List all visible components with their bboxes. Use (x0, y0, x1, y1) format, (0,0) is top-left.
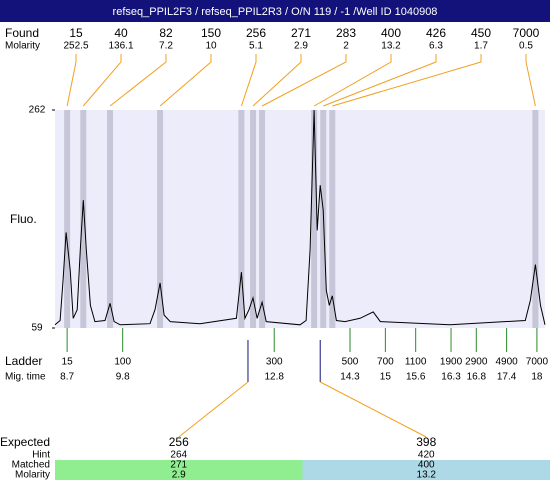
y-tick-label: 262 (29, 105, 46, 116)
found-size: 283 (336, 26, 356, 40)
found-connector (525, 54, 536, 107)
found-molarity: 0.5 (519, 41, 533, 52)
found-size: 271 (291, 26, 311, 40)
peak-band (238, 110, 245, 328)
found-molarity: 2.9 (294, 41, 308, 52)
expected-connector (319, 381, 427, 438)
plot-area (55, 110, 545, 328)
ladder-mig-time: 15 (380, 372, 392, 383)
y-tick-label: 59 (31, 323, 43, 334)
found-molarity: 5.1 (249, 41, 263, 52)
found-molarity: 7.2 (159, 41, 173, 52)
peak-band (329, 110, 336, 328)
found-size: 150 (201, 26, 221, 40)
match-band (55, 460, 303, 480)
ladder-mig-time: 12.8 (265, 372, 285, 383)
found-connector (332, 54, 482, 107)
ladder-size: 15 (62, 357, 74, 368)
fluo-label: Fluo. (10, 212, 37, 226)
mig-time-label: Mig. time (5, 372, 46, 383)
ladder-mig-time: 9.8 (116, 372, 130, 383)
peak-band (532, 110, 539, 328)
peak-band (259, 110, 266, 328)
molarity-label: Molarity (15, 470, 50, 480)
ladder-mig-time: 16.8 (467, 372, 487, 383)
expected-value: 256 (169, 435, 189, 449)
ladder-size: 300 (266, 357, 283, 368)
found-connector (323, 54, 437, 107)
molarity-value: 2.9 (172, 470, 186, 480)
found-molarity: 252.5 (63, 41, 88, 52)
ladder-mig-time: 14.3 (340, 372, 360, 383)
ladder-mig-time: 8.7 (60, 372, 74, 383)
found-size: 15 (69, 26, 83, 40)
found-connector (313, 54, 392, 107)
found-molarity: 2 (343, 41, 349, 52)
expected-value: 398 (416, 435, 436, 449)
expected-connector (178, 381, 249, 438)
found-molarity: 13.2 (381, 41, 401, 52)
hint-value: 264 (170, 450, 187, 461)
found-molarity: 1.7 (474, 41, 488, 52)
found-size: 256 (246, 26, 266, 40)
peak-band (64, 110, 71, 328)
found-molarity: 10 (205, 41, 217, 52)
found-connector (252, 54, 302, 107)
peak-band (311, 110, 318, 328)
peak-band (157, 110, 164, 328)
found-connector (82, 54, 122, 107)
found-connector (240, 54, 257, 107)
ladder-size: 500 (342, 357, 359, 368)
hint-value: 420 (418, 450, 435, 461)
title: refseq_PPIL2F3 / refseq_PPIL2R3 / O/N 11… (113, 6, 438, 18)
peak-band (80, 110, 87, 328)
found-connector (261, 54, 347, 107)
found-size: 7000 (513, 26, 540, 40)
peak-band (250, 110, 257, 328)
ladder-size: 7000 (526, 357, 549, 368)
ladder-label: Ladder (5, 354, 42, 368)
found-size: 82 (159, 26, 173, 40)
ladder-size: 1100 (405, 357, 427, 368)
hint-label: Hint (32, 450, 50, 461)
found-connector (66, 54, 77, 107)
found-molarity: 136.1 (108, 41, 133, 52)
matched-label: Matched (12, 460, 50, 471)
expected-label: Expected (0, 435, 50, 449)
ladder-mig-time: 18 (531, 372, 543, 383)
found-size: 40 (114, 26, 128, 40)
ladder-mig-time: 16.3 (441, 372, 461, 383)
matched-value: 271 (170, 460, 187, 471)
ladder-size: 100 (114, 357, 131, 368)
molarity-label: Molarity (5, 41, 40, 52)
found-molarity: 6.3 (429, 41, 443, 52)
ladder-size: 700 (377, 357, 394, 368)
ladder-mig-time: 17.4 (497, 372, 517, 383)
ladder-size: 1900 (440, 357, 463, 368)
match-band (302, 460, 550, 480)
found-connector (109, 54, 167, 107)
found-size: 450 (471, 26, 491, 40)
peak-band (107, 110, 114, 328)
trace (54, 109, 546, 326)
found-size: 426 (426, 26, 446, 40)
found-connector (159, 54, 212, 107)
title-bar (0, 0, 550, 22)
molarity-value: 13.2 (417, 470, 437, 480)
ladder-size: 4900 (495, 357, 518, 368)
ladder-size: 2900 (465, 357, 488, 368)
found-size: 400 (381, 26, 401, 40)
found-label: Found (5, 26, 39, 40)
matched-value: 400 (418, 460, 435, 471)
ladder-mig-time: 15.6 (406, 372, 426, 383)
